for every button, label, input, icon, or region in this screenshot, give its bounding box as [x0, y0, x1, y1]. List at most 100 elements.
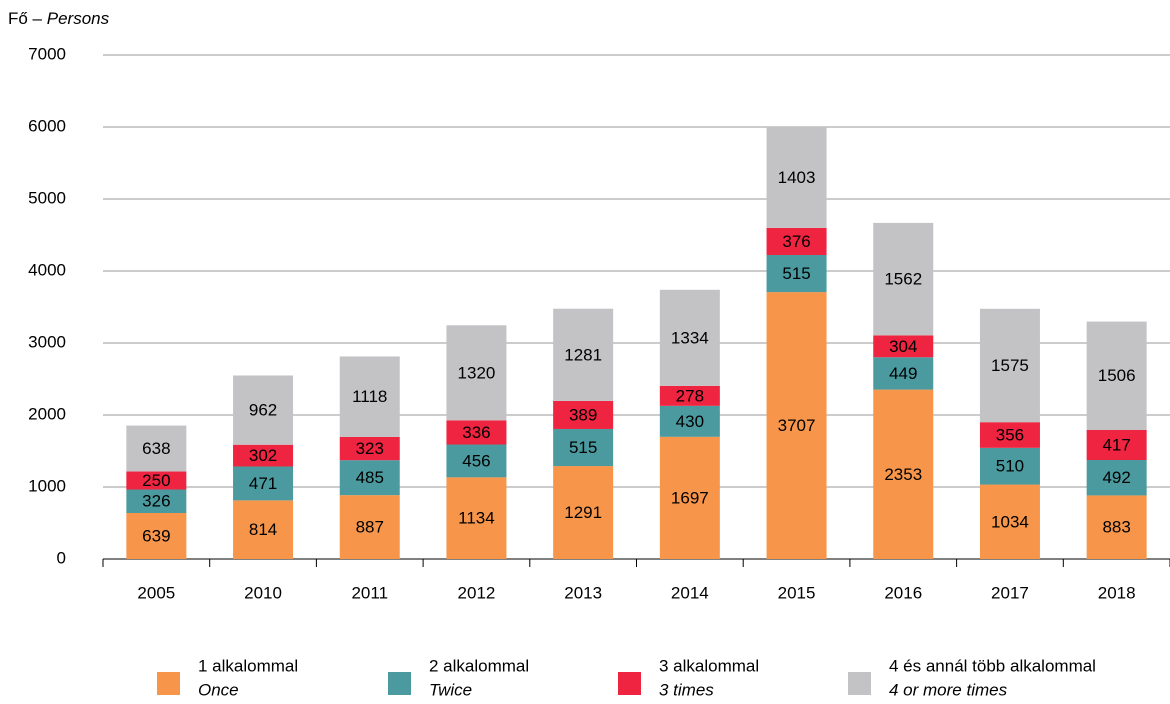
data-label: 1134 [458, 509, 495, 528]
data-label: 962 [249, 401, 277, 420]
data-label: 883 [1102, 518, 1130, 537]
bar-segment [446, 477, 507, 559]
data-label: 376 [782, 232, 810, 251]
bar-segment [1086, 321, 1147, 430]
bar-segment [873, 389, 934, 559]
x-tick-label: 2016 [884, 583, 922, 602]
data-label: 278 [676, 386, 704, 405]
bar-segment [339, 436, 400, 461]
bar-segment [339, 356, 400, 437]
data-label: 326 [142, 492, 170, 511]
data-label: 336 [462, 423, 490, 442]
y-tick-label: 4000 [28, 260, 66, 279]
x-tick-label: 2015 [778, 583, 816, 602]
bar-segment [553, 466, 614, 559]
data-label: 638 [142, 439, 170, 458]
data-label: 417 [1102, 435, 1130, 454]
y-tick-label: 5000 [28, 188, 66, 207]
data-label: 2353 [884, 465, 922, 484]
legend-swatch [157, 672, 180, 695]
bar-segment [659, 436, 720, 559]
legend-swatch [848, 672, 871, 695]
data-label: 1697 [671, 488, 709, 507]
data-label: 814 [249, 520, 277, 539]
y-tick-label: 2000 [28, 404, 66, 423]
bar-segment [446, 325, 507, 421]
y-tick-label: 6000 [28, 116, 66, 135]
bar-segment [553, 428, 614, 467]
bar-segment [659, 385, 720, 406]
bar-segment [233, 466, 294, 501]
bar-segment [873, 357, 934, 390]
y-tick-label: 3000 [28, 332, 66, 351]
y-tick-label: 7000 [28, 44, 66, 63]
bar-segment [553, 308, 614, 401]
bar-segment [233, 375, 294, 445]
data-label: 1334 [671, 328, 709, 347]
legend-label: 4 és annál több alkalommal [889, 656, 1096, 675]
x-tick-label: 2017 [991, 583, 1029, 602]
bar-segment [873, 222, 934, 336]
bar-segment [339, 495, 400, 559]
legend-label-en: Twice [429, 680, 472, 699]
data-label: 304 [889, 337, 917, 356]
legend-label: 1 alkalommal [198, 656, 298, 675]
data-label: 1034 [991, 512, 1029, 531]
y-axis-label-hu: Fő – [8, 9, 43, 28]
data-label: 1320 [458, 363, 496, 382]
bar-segment [126, 471, 187, 490]
legend-swatch [618, 672, 641, 695]
data-label: 302 [249, 446, 277, 465]
legend-label: 2 alkalommal [429, 656, 529, 675]
data-label: 323 [356, 439, 384, 458]
data-label: 471 [249, 474, 277, 493]
legend-label-en: 4 or more times [889, 680, 1008, 699]
bar-segment [446, 444, 507, 478]
data-label: 1118 [352, 387, 387, 406]
data-label: 250 [142, 471, 170, 490]
bar-segment [1086, 429, 1147, 460]
bar-segment [1086, 495, 1147, 559]
y-axis-label: Fő – Persons [8, 9, 110, 28]
data-label: 1562 [884, 270, 922, 289]
data-label: 430 [676, 412, 704, 431]
data-label: 515 [782, 264, 810, 283]
data-label: 3707 [778, 416, 816, 435]
bar-segment [126, 425, 187, 472]
x-tick-label: 2011 [351, 583, 388, 602]
data-label: 887 [356, 518, 384, 537]
bar-segment [659, 405, 720, 437]
legend-label-en: Once [198, 680, 239, 699]
legend-label: 3 alkalommal [659, 656, 759, 675]
data-label: 639 [142, 526, 170, 545]
bar-segment [979, 308, 1040, 423]
bar-segment [553, 400, 614, 429]
bar-segment [1086, 460, 1147, 496]
x-tick-label: 2012 [458, 583, 496, 602]
data-label: 1291 [564, 503, 602, 522]
data-label: 492 [1102, 468, 1130, 487]
data-label: 456 [462, 451, 490, 470]
y-tick-label: 1000 [28, 476, 66, 495]
data-label: 515 [569, 438, 597, 457]
data-label: 510 [996, 457, 1024, 476]
bar-segment [766, 292, 827, 559]
x-tick-label: 2018 [1098, 583, 1136, 602]
bar-segment [873, 335, 934, 358]
data-label: 485 [356, 468, 384, 487]
bar-segment [979, 447, 1040, 485]
bar-segment [979, 422, 1040, 448]
legend-label-en: 3 times [659, 680, 714, 699]
legend-swatch [388, 672, 411, 695]
data-label: 356 [996, 426, 1024, 445]
x-tick-label: 2013 [564, 583, 602, 602]
bar-segment [126, 512, 187, 559]
x-tick-label: 2005 [137, 583, 175, 602]
bar-segment [446, 420, 507, 445]
data-label: 449 [889, 364, 917, 383]
data-label: 1281 [564, 345, 602, 364]
data-label: 1575 [991, 356, 1029, 375]
bar-segment [339, 460, 400, 496]
bar-segment [126, 489, 187, 513]
